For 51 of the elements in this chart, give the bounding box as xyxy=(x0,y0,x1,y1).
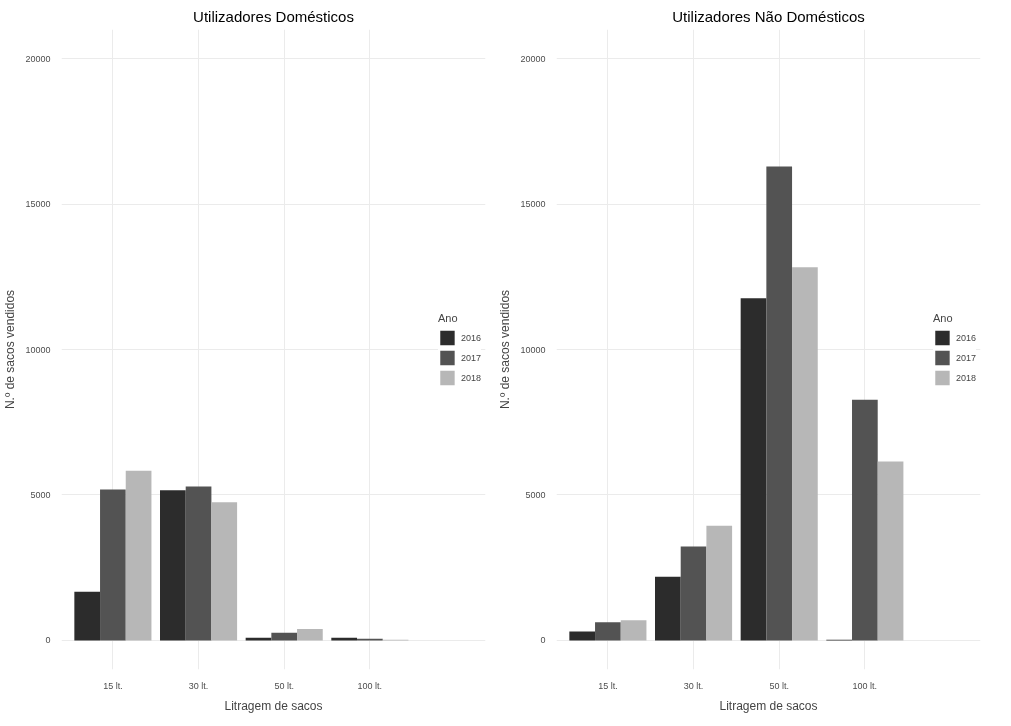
chart-title: Utilizadores Não Domésticos xyxy=(672,7,865,25)
y-tick-label: 15000 xyxy=(25,199,51,210)
x-tick-label: 100 lt. xyxy=(852,680,878,691)
bar xyxy=(740,298,767,641)
legend-label: 2017 xyxy=(955,352,976,363)
bar xyxy=(620,620,647,641)
bar xyxy=(160,490,186,641)
x-tick-label: 15 lt. xyxy=(103,680,123,691)
x-tick-label: 30 lt. xyxy=(683,680,704,691)
bar xyxy=(595,622,621,641)
y-axis-title: N.º de sacos vendidos xyxy=(3,289,18,410)
bar xyxy=(792,267,818,641)
x-axis-title: Litragem de sacos xyxy=(224,698,323,713)
bar xyxy=(185,486,212,641)
x-tick-label: 100 lt. xyxy=(357,680,383,691)
bar xyxy=(271,632,298,641)
legend-label: 2018 xyxy=(460,372,481,383)
bar xyxy=(877,461,904,641)
bar xyxy=(211,502,238,641)
legend-label: 2016 xyxy=(955,332,976,343)
y-tick-label: 15000 xyxy=(520,199,546,210)
x-tick-label: 15 lt. xyxy=(598,680,618,691)
bar xyxy=(100,489,126,641)
bar xyxy=(297,629,323,641)
x-tick-label: 50 lt. xyxy=(274,680,294,691)
legend-label: 2017 xyxy=(460,352,481,363)
y-tick-label: 10000 xyxy=(520,344,546,355)
legend-title: Ano xyxy=(932,311,954,324)
x-tick-label: 50 lt. xyxy=(769,680,789,691)
y-tick-label: 20000 xyxy=(520,53,546,64)
y-tick-label: 0 xyxy=(45,635,51,646)
bar xyxy=(766,166,793,641)
legend-label: 2016 xyxy=(460,332,481,343)
legend-label: 2018 xyxy=(955,372,976,383)
y-tick-label: 0 xyxy=(540,635,546,646)
bar xyxy=(125,470,152,641)
chart-title: Utilizadores Domésticos xyxy=(193,7,354,25)
y-tick-label: 5000 xyxy=(525,489,546,500)
x-tick-label: 30 lt. xyxy=(188,680,209,691)
bar xyxy=(680,546,707,641)
y-tick-label: 5000 xyxy=(30,489,51,500)
legend-title: Ano xyxy=(437,311,459,324)
bar xyxy=(655,576,681,641)
bar xyxy=(706,525,733,641)
y-tick-label: 10000 xyxy=(25,344,51,355)
bar xyxy=(74,591,101,641)
bar xyxy=(852,399,878,641)
bar xyxy=(569,631,596,641)
y-tick-label: 20000 xyxy=(25,53,51,64)
y-axis-title: N.º de sacos vendidos xyxy=(498,289,513,410)
x-axis-title: Litragem de sacos xyxy=(719,698,818,713)
